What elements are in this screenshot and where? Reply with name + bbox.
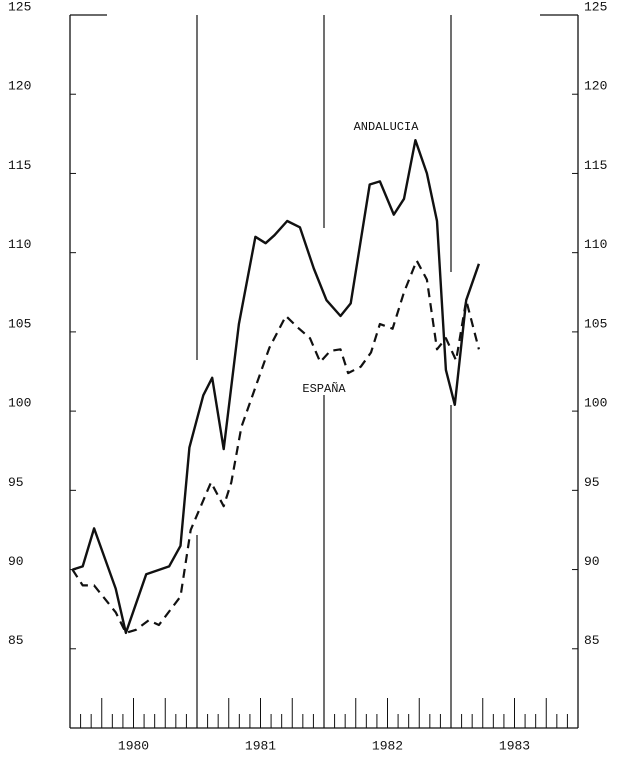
y-tick-label: 85 xyxy=(8,633,24,648)
y-tick-label: 95 xyxy=(584,475,600,490)
series-label: ESPAÑA xyxy=(302,381,346,396)
y-tick-label: 85 xyxy=(584,633,600,648)
y-tick-label: 100 xyxy=(584,396,607,411)
y-tick-label: 90 xyxy=(8,554,24,569)
y-tick-label: 115 xyxy=(584,158,607,173)
x-tick-label: 1981 xyxy=(245,738,276,753)
x-tick-label: 1980 xyxy=(118,738,149,753)
y-tick-label: 120 xyxy=(8,79,31,94)
series-label: ANDALUCIA xyxy=(354,120,420,134)
y-tick-label: 125 xyxy=(584,0,607,14)
x-tick-label: 1982 xyxy=(372,738,403,753)
y-tick-label: 115 xyxy=(8,158,31,173)
y-tick-label: 105 xyxy=(584,316,607,331)
line-series xyxy=(72,139,481,635)
x-tick-label: 1983 xyxy=(499,738,530,753)
y-tick-label: 105 xyxy=(8,316,31,331)
y-tick-label: 125 xyxy=(8,0,31,14)
y-tick-label: 110 xyxy=(584,237,607,252)
y-tick-label: 120 xyxy=(584,79,607,94)
y-tick-label: 90 xyxy=(584,554,600,569)
line-series xyxy=(71,259,480,634)
y-tick-label: 100 xyxy=(8,396,31,411)
y-tick-label: 95 xyxy=(8,475,24,490)
y-tick-label: 110 xyxy=(8,237,31,252)
